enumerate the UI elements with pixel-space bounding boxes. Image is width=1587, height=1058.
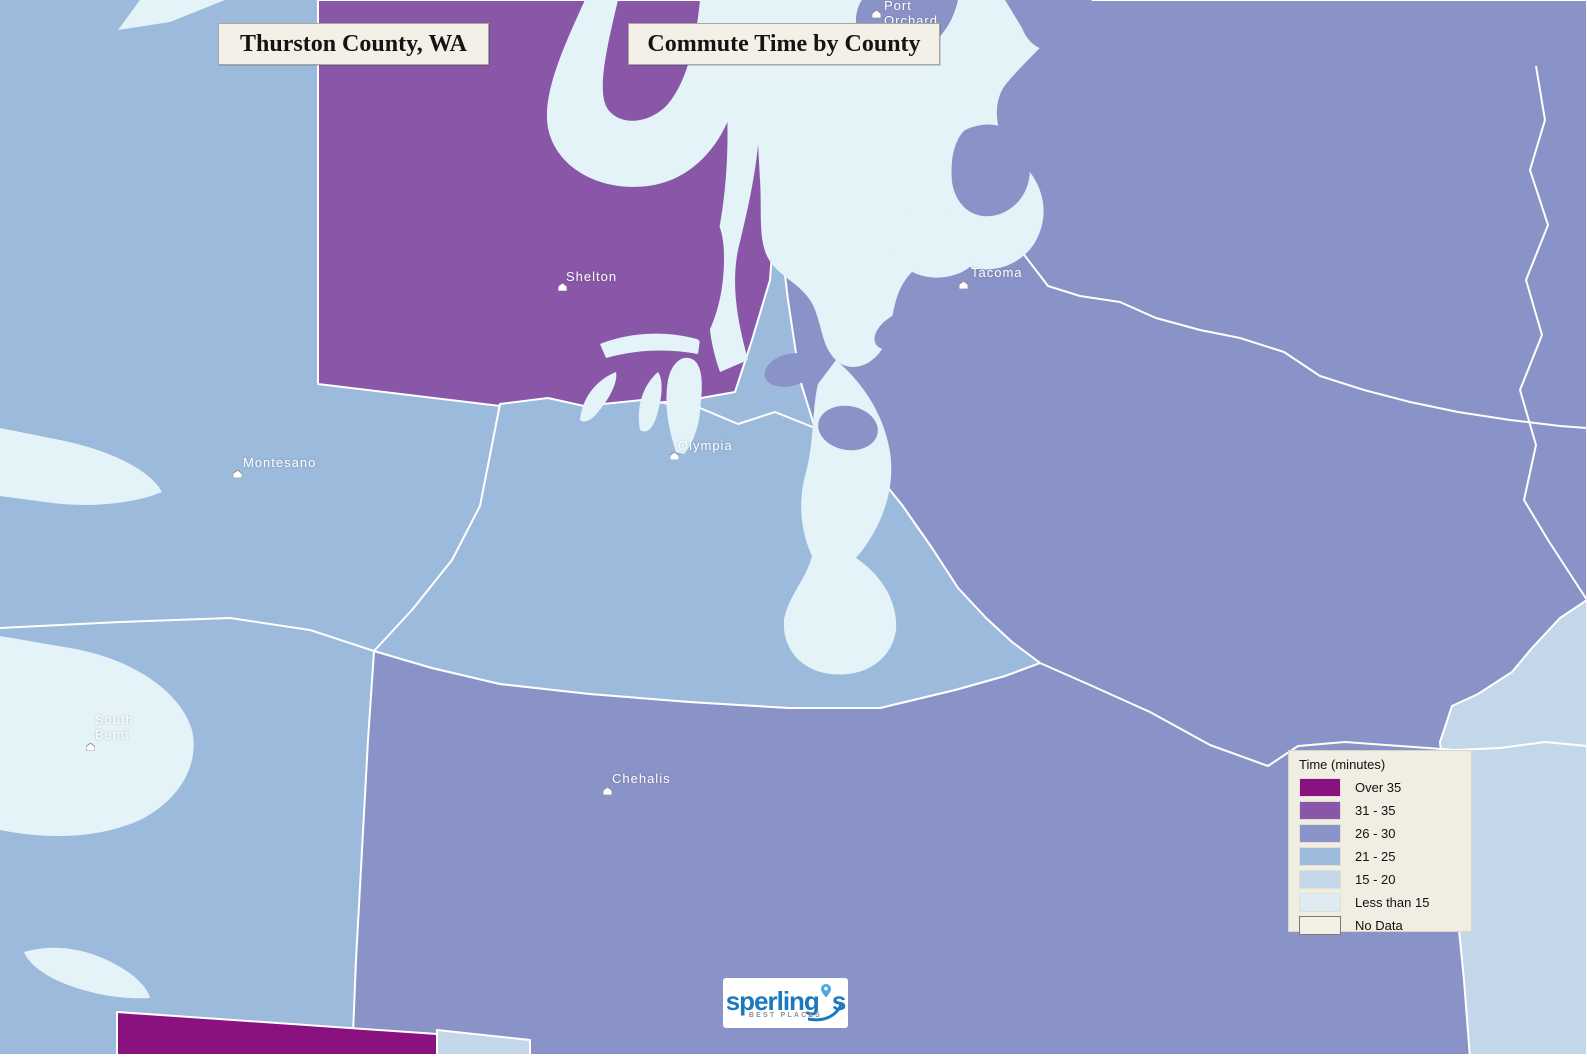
map-legend: Time (minutes) Over 35 31 - 35 26 - 30 2…: [1288, 750, 1472, 935]
sperlings-logo[interactable]: sperling s BEST PLACES: [723, 978, 848, 1028]
region-over-35[interactable]: [116, 1011, 438, 1058]
city-marker-icon: [86, 743, 95, 751]
water-hammersley-inlet: [600, 333, 700, 358]
legend-label: 26 - 30: [1355, 826, 1396, 841]
map-title: Commute Time by County: [628, 23, 940, 65]
border-lewis-north: [1039, 662, 1587, 767]
border-grays-harbor-pacific: [0, 617, 375, 652]
legend-swatch: [1299, 801, 1341, 820]
city-label-tacoma: Tacoma: [959, 265, 1023, 289]
water-totten-inlet: [580, 372, 617, 422]
legend-swatch: [1299, 778, 1341, 797]
logo-text-suffix: s: [831, 985, 847, 1016]
legend-title: Time (minutes): [1299, 757, 1386, 772]
logo-swoosh-icon: [808, 1003, 842, 1021]
city-marker-icon: [959, 281, 968, 289]
county-title: Thurston County, WA: [218, 23, 489, 65]
water-commencement-bay: [885, 205, 982, 278]
water-willapa-bay: [0, 636, 194, 836]
legend-label: No Data: [1355, 918, 1403, 933]
water-grays-harbor-arm: [0, 428, 162, 505]
city-marker-icon: [670, 452, 679, 460]
city-label-montesano: Montesano: [233, 455, 316, 478]
legend-item: No Data: [1299, 914, 1471, 937]
legend-item: Over 35: [1299, 776, 1471, 799]
logo-text: sperling: [725, 985, 820, 1016]
city-label-shelton: Shelton: [558, 269, 617, 291]
water-eld-inlet: [638, 372, 662, 432]
legend-item: 15 - 20: [1299, 868, 1471, 891]
logo-wordmark: sperling s: [725, 983, 847, 1016]
island-fox: [874, 310, 926, 350]
legend-item: 21 - 25: [1299, 845, 1471, 868]
legend-item: 31 - 35: [1299, 799, 1471, 822]
city-marker-icon: [233, 470, 242, 478]
legend-swatch: [1299, 824, 1341, 843]
border-pierce-south: [1001, 229, 1587, 429]
region-15-20-patch[interactable]: [436, 1029, 531, 1058]
map-title-text: Commute Time by County: [647, 30, 921, 57]
legend-label: Less than 15: [1355, 895, 1430, 910]
legend-swatch: [1299, 847, 1341, 866]
island-northeast-wedge: [1005, 0, 1092, 50]
legend-item: Less than 15: [1299, 891, 1471, 914]
island-harstine: [688, 211, 724, 344]
location-pin-icon: [820, 983, 831, 997]
legend-swatch: [1299, 870, 1341, 889]
island-vashon: [951, 124, 1030, 217]
county-title-text: Thurston County, WA: [240, 30, 467, 57]
water-pond-southwest: [24, 947, 150, 999]
city-marker-icon: [558, 283, 567, 291]
legend-item: 26 - 30: [1299, 822, 1471, 845]
city-marker-icon: [872, 10, 881, 18]
logo-tagline: BEST PLACES: [723, 1003, 848, 1021]
island-anderson: [764, 353, 816, 387]
island-mcneil: [818, 405, 878, 451]
legend-swatch: [1299, 893, 1341, 912]
legend-label: Over 35: [1355, 780, 1402, 795]
map-bottom-edge: [0, 1054, 1587, 1058]
city-marker-icon: [603, 787, 612, 795]
legend-label: 31 - 35: [1355, 803, 1396, 818]
legend-swatch: [1299, 916, 1341, 935]
water-puget-sound: [0, 0, 1078, 999]
city-label-olympia: Olympia: [670, 438, 733, 460]
water-main-basin: [755, 0, 1078, 367]
water-topleft: [118, 0, 225, 30]
legend-label: 15 - 20: [1355, 872, 1396, 887]
legend-label: 21 - 25: [1355, 849, 1396, 864]
water-budd-inlet: [666, 357, 702, 454]
city-label-chehalis: Chehalis: [603, 771, 671, 795]
city-label-south-bend: South Bend: [86, 712, 134, 751]
border-river-east: [1519, 65, 1587, 601]
